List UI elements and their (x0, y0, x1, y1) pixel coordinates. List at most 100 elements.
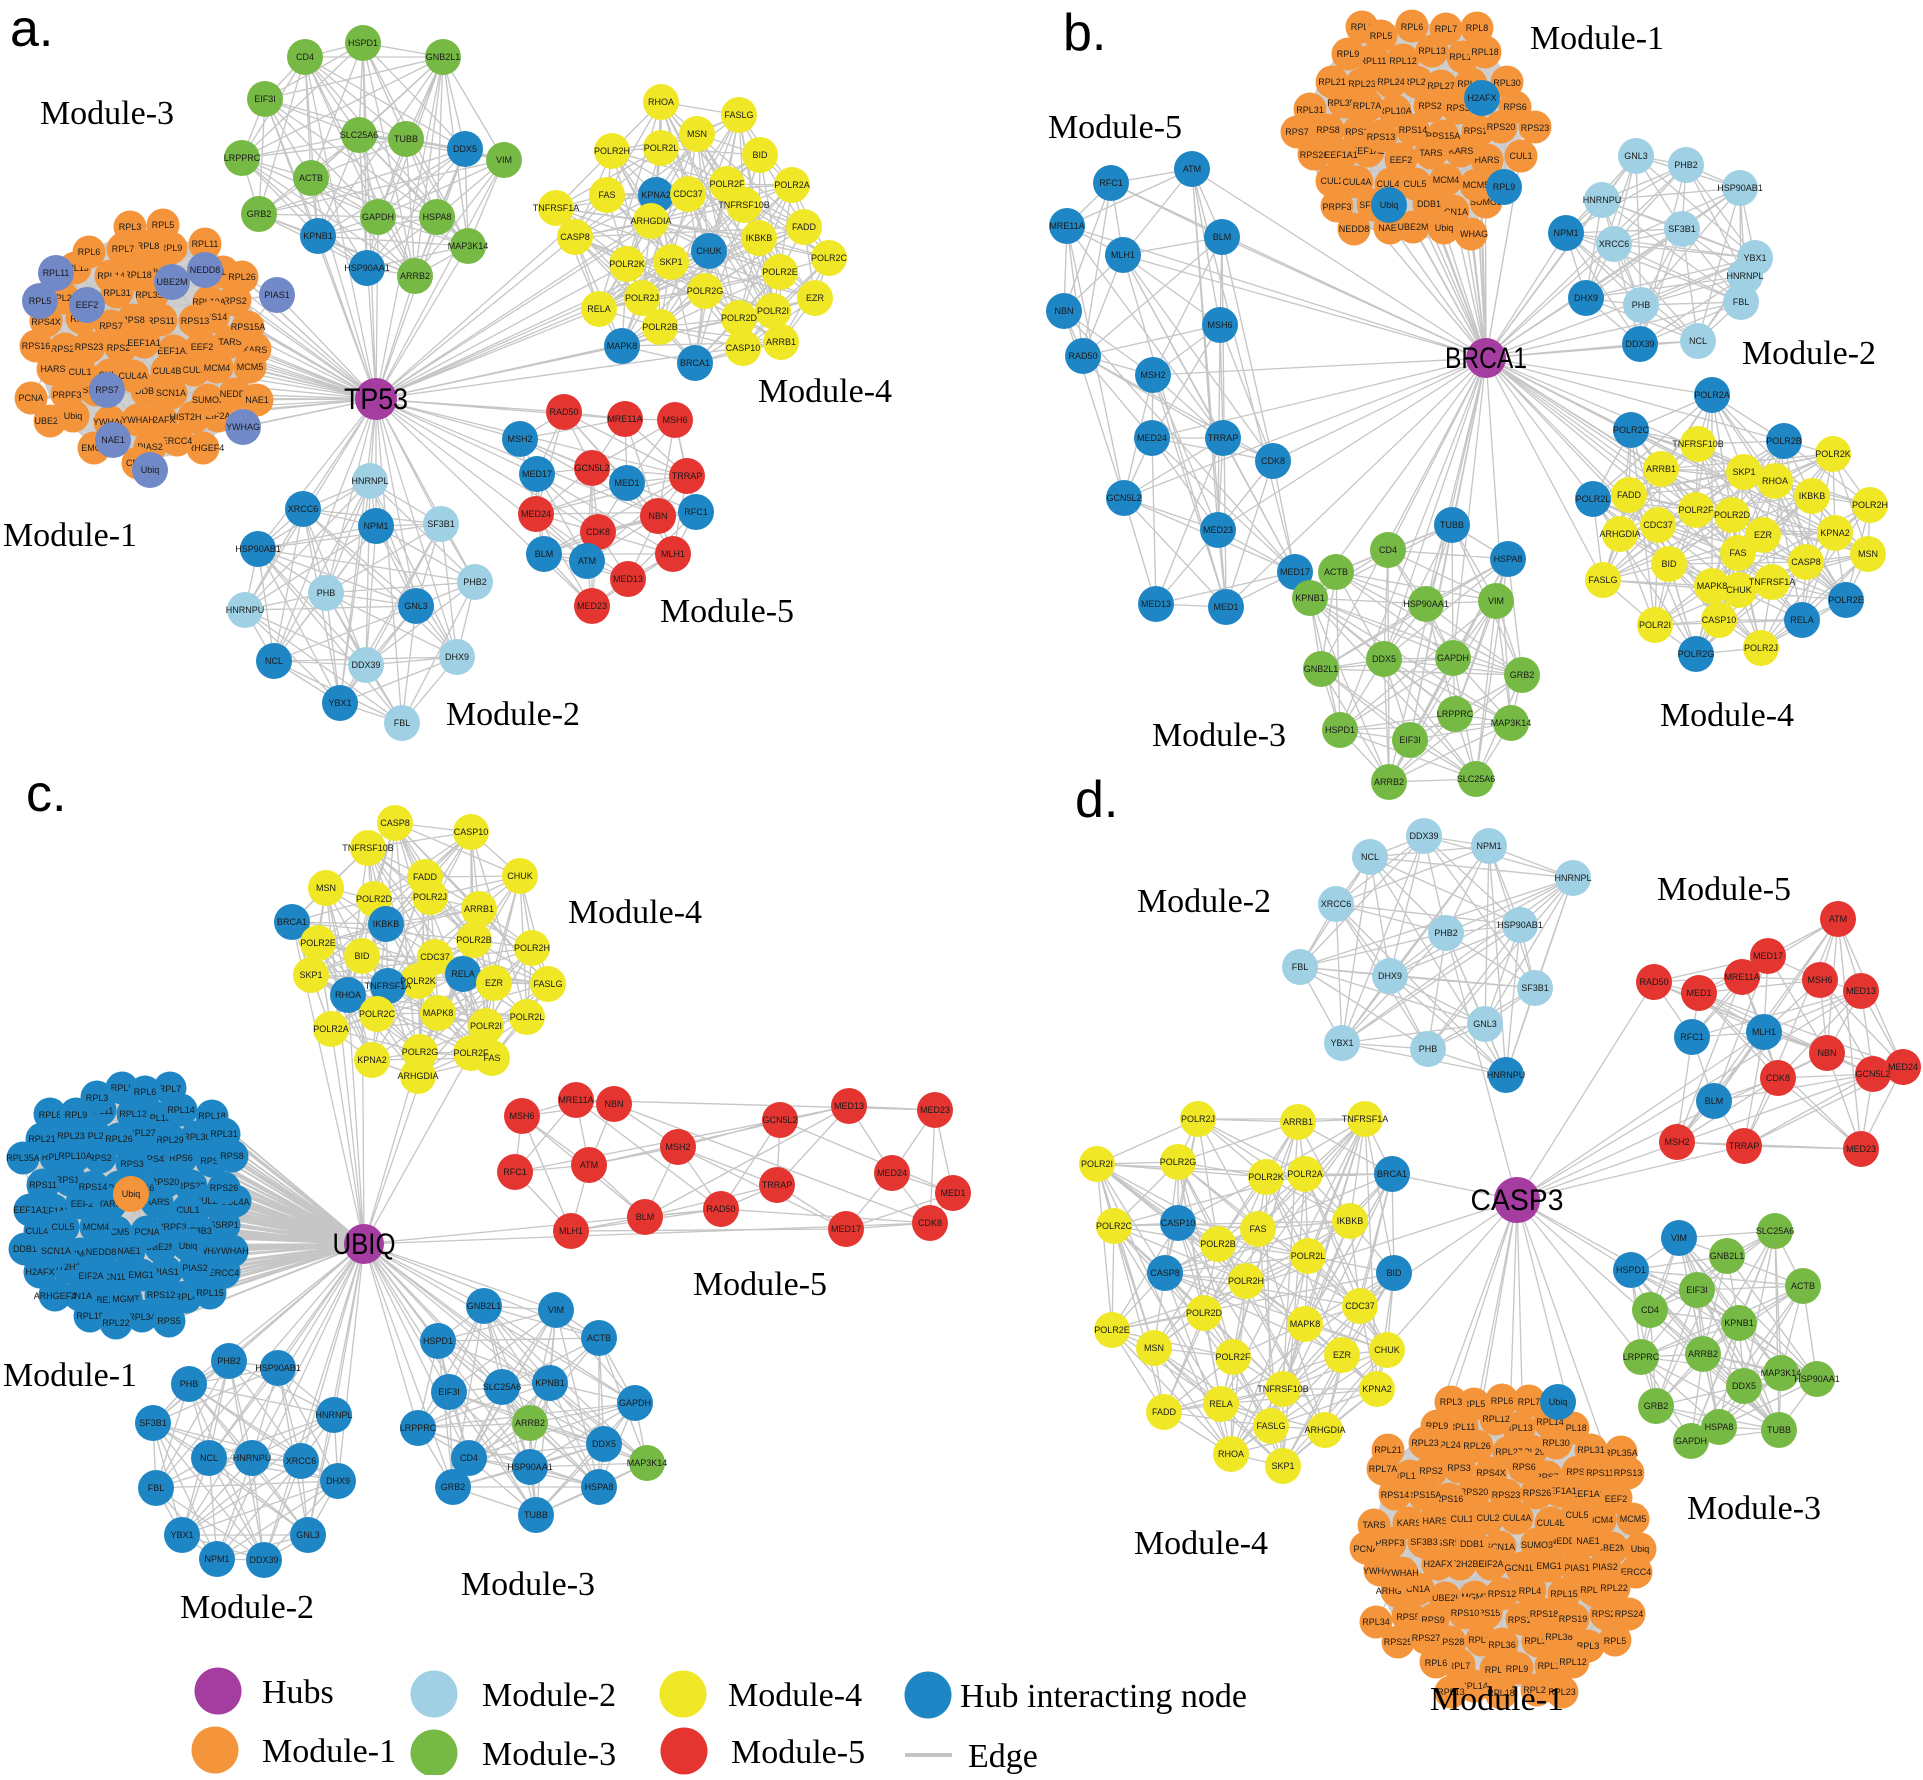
svg-text:POLR2B: POLR2B (1200, 1239, 1236, 1249)
svg-text:RPL29: RPL29 (156, 1135, 184, 1145)
svg-text:BRCA1: BRCA1 (680, 358, 710, 368)
svg-text:XRCC6: XRCC6 (288, 504, 319, 514)
svg-text:MSH6: MSH6 (1207, 320, 1232, 330)
svg-text:EEF2: EEF2 (1605, 1494, 1628, 1504)
svg-text:RPS8: RPS8 (1566, 1467, 1590, 1477)
svg-text:CD4: CD4 (1641, 1305, 1659, 1315)
svg-text:EEF2: EEF2 (76, 300, 99, 310)
svg-text:TARS: TARS (1362, 1520, 1385, 1530)
svg-text:RPL26: RPL26 (105, 1134, 133, 1144)
svg-text:GCN5L2: GCN5L2 (574, 463, 609, 473)
svg-text:DDX5: DDX5 (453, 144, 477, 154)
svg-text:RPS4X: RPS4X (1476, 1468, 1506, 1478)
svg-text:MRE11A: MRE11A (1049, 221, 1084, 231)
svg-text:CDK8: CDK8 (1261, 456, 1285, 466)
svg-text:RPL30: RPL30 (183, 1132, 211, 1142)
svg-text:MED1: MED1 (1213, 602, 1238, 612)
svg-text:RPL18: RPL18 (198, 1111, 226, 1121)
svg-text:BID: BID (752, 150, 768, 160)
svg-text:PRPF3: PRPF3 (157, 1222, 186, 1232)
svg-text:RPS14: RPS14 (1381, 1490, 1410, 1500)
svg-text:MSH6: MSH6 (1807, 975, 1832, 985)
svg-text:FBL: FBL (1733, 297, 1750, 307)
svg-text:FASLG: FASLG (533, 979, 562, 989)
svg-text:HSPD1: HSPD1 (1616, 1265, 1646, 1275)
svg-text:FAS: FAS (1249, 1224, 1266, 1234)
svg-text:HSP90AA1: HSP90AA1 (1794, 1374, 1840, 1384)
svg-text:YBX1: YBX1 (1743, 253, 1766, 263)
svg-text:CD4: CD4 (296, 52, 314, 62)
svg-text:RPS13: RPS13 (1367, 132, 1396, 142)
svg-text:EEF1A2: EEF1A2 (1571, 1489, 1605, 1499)
svg-text:RPS2: RPS2 (1418, 101, 1442, 111)
svg-text:RPL31: RPL31 (210, 1129, 238, 1139)
svg-text:RPL15: RPL15 (196, 1288, 224, 1298)
svg-text:SCN1A: SCN1A (1485, 1542, 1515, 1552)
svg-text:GNL3: GNL3 (1473, 1019, 1497, 1029)
svg-text:RPL35A: RPL35A (135, 290, 169, 300)
svg-text:RPL14: RPL14 (1460, 1681, 1488, 1691)
svg-text:RPL7A: RPL7A (1369, 1464, 1398, 1474)
svg-text:H2AFX: H2AFX (25, 1267, 54, 1277)
svg-text:RPL9: RPL9 (1426, 1421, 1449, 1431)
svg-text:MAPK8: MAPK8 (607, 341, 638, 351)
svg-text:RPL7A: RPL7A (42, 1152, 71, 1162)
svg-text:RPL27: RPL27 (1427, 81, 1455, 91)
svg-text:DDX39: DDX39 (249, 1555, 278, 1565)
svg-text:HNRNPL: HNRNPL (1726, 271, 1763, 281)
svg-text:RPL14: RPL14 (1536, 1417, 1564, 1427)
svg-text:RPL11: RPL11 (1360, 56, 1387, 66)
svg-text:VIM: VIM (1488, 596, 1504, 606)
svg-text:SCN1A: SCN1A (1438, 207, 1468, 217)
svg-text:POLR2H: POLR2H (1228, 1276, 1264, 1286)
svg-text:RAD50: RAD50 (1639, 977, 1668, 987)
svg-text:UBE2I: UBE2I (90, 1295, 116, 1305)
svg-text:KPNA2: KPNA2 (1362, 1384, 1392, 1394)
svg-text:UBE2I: UBE2I (1432, 1593, 1458, 1603)
svg-text:RPL27: RPL27 (1495, 1447, 1523, 1457)
svg-text:RPL3: RPL3 (1440, 1397, 1463, 1407)
svg-text:SUMO3: SUMO3 (192, 395, 224, 405)
svg-text:RPL14: RPL14 (1449, 52, 1477, 62)
svg-text:FADD: FADD (1152, 1407, 1177, 1417)
svg-text:EIF3I: EIF3I (438, 1387, 460, 1397)
svg-text:TARS: TARS (218, 337, 241, 347)
svg-text:RPL35A: RPL35A (1327, 98, 1361, 108)
svg-text:SF3B1: SF3B1 (139, 1418, 167, 1428)
svg-text:Ubiq: Ubiq (1435, 223, 1454, 233)
svg-text:RPS7: RPS7 (95, 385, 119, 395)
svg-text:RPL24: RPL24 (209, 267, 237, 277)
svg-text:CD4: CD4 (460, 1453, 478, 1463)
svg-text:POLR2D: POLR2D (1714, 510, 1751, 520)
svg-text:RPL31: RPL31 (1577, 1445, 1605, 1455)
svg-text:EEF2: EEF2 (191, 342, 214, 352)
svg-text:POLR2G: POLR2G (402, 1047, 439, 1057)
svg-text:RPL21: RPL21 (143, 267, 171, 277)
svg-text:RPS6: RPS6 (1512, 1462, 1536, 1472)
svg-text:RPL38: RPL38 (1545, 1632, 1573, 1642)
svg-text:UBE2M: UBE2M (1596, 1543, 1627, 1553)
svg-text:RPS16: RPS16 (1464, 126, 1493, 136)
svg-text:RPS8: RPS8 (1316, 125, 1340, 135)
svg-text:EIF2A: EIF2A (205, 411, 230, 421)
svg-text:RPL15: RPL15 (1550, 1589, 1578, 1599)
svg-text:Module-4: Module-4 (1134, 1525, 1268, 1562)
svg-text:HSPA8: HSPA8 (1494, 554, 1523, 564)
svg-text:RELA: RELA (1790, 615, 1814, 625)
svg-text:MED24: MED24 (1137, 433, 1167, 443)
svg-text:KPNA2: KPNA2 (1820, 528, 1850, 538)
svg-text:CASP3: CASP3 (1471, 1184, 1564, 1217)
svg-text:RPL18: RPL18 (1487, 1688, 1515, 1698)
svg-text:RPL24: RPL24 (1377, 77, 1405, 87)
svg-text:RPS13: RPS13 (181, 316, 210, 326)
svg-text:YWHAG: YWHAG (1363, 1566, 1397, 1576)
svg-text:c.: c. (26, 765, 66, 823)
svg-text:POLR2I: POLR2I (1639, 620, 1671, 630)
svg-text:NEDD8: NEDD8 (86, 1247, 117, 1257)
svg-text:RPL26: RPL26 (1463, 1441, 1491, 1451)
svg-text:RPS26: RPS26 (210, 1183, 239, 1193)
svg-text:RPL11: RPL11 (1449, 1422, 1476, 1432)
svg-text:Module-5: Module-5 (693, 1266, 827, 1303)
svg-text:MSN: MSN (1858, 549, 1878, 559)
svg-text:RPL13: RPL13 (1418, 46, 1446, 56)
